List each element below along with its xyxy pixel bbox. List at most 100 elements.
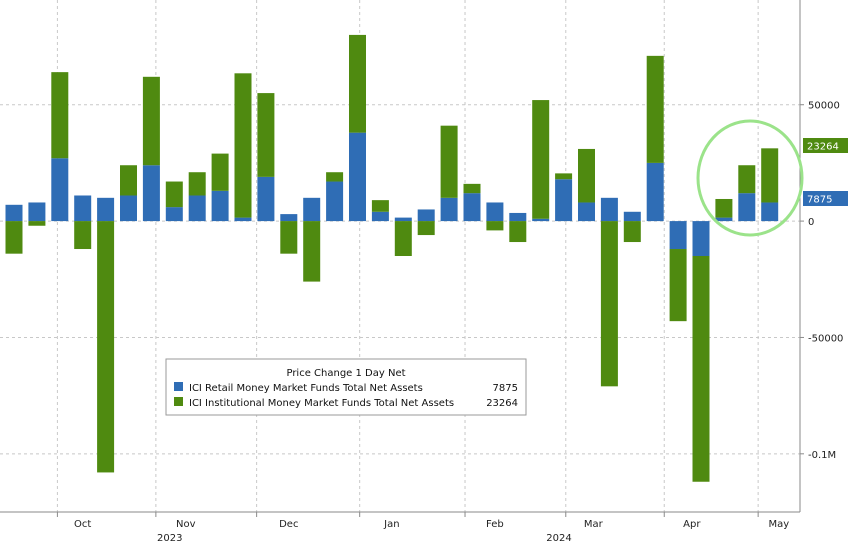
institutional-bar — [74, 221, 92, 250]
institutional-axis-tag: 23264 — [803, 138, 848, 153]
retail-axis-tag: 7875 — [803, 191, 848, 206]
institutional-bar — [600, 221, 618, 387]
highlight-circle — [696, 119, 804, 237]
retail-bar — [165, 207, 183, 222]
institutional-bar — [646, 55, 664, 163]
institutional-bar — [257, 93, 275, 177]
institutional-bar — [394, 221, 412, 256]
retail-bar — [486, 202, 504, 222]
retail-bar — [623, 211, 641, 222]
institutional-bar — [349, 34, 366, 133]
institutional-bar — [51, 72, 69, 159]
institutional-bar — [188, 172, 206, 196]
x-tick-label: May — [769, 519, 790, 530]
retail-bar — [600, 197, 618, 222]
institutional-bar — [440, 125, 458, 198]
institutional-bar — [326, 172, 344, 182]
retail-bar — [532, 218, 550, 222]
institutional-bar — [578, 148, 595, 203]
institutional-bar — [623, 221, 641, 243]
retail-bar — [417, 209, 435, 222]
institutional-bar — [715, 198, 733, 218]
institutional-bar — [692, 256, 710, 482]
retail-bar — [371, 211, 389, 222]
institutional-bar — [142, 76, 160, 166]
institutional-bar — [371, 200, 389, 212]
legend-title: Price Change 1 Day Net — [286, 368, 405, 379]
retail-tag-value: 7875 — [807, 195, 832, 206]
retail-bar — [646, 162, 664, 222]
retail-bar — [669, 221, 687, 250]
y-tick-label: 50000 — [808, 101, 840, 112]
retail-bar — [142, 165, 160, 222]
institutional-bar — [509, 221, 527, 243]
retail-bar — [97, 197, 115, 222]
institutional-bar — [669, 249, 687, 322]
retail-bar — [303, 197, 321, 222]
institutional-bar — [211, 153, 229, 191]
x-tick-label: Dec — [279, 519, 298, 530]
legend-value-institutional: 23264 — [486, 398, 518, 409]
retail-bar — [463, 193, 481, 222]
institutional-bar — [486, 221, 504, 231]
institutional-bar — [165, 181, 183, 208]
retail-bar — [120, 195, 137, 222]
retail-bar — [188, 195, 206, 222]
institutional-bar — [738, 165, 756, 194]
institutional-bar — [463, 183, 481, 194]
y-tick-label: -0.1M — [808, 450, 836, 461]
institutional-bar — [28, 221, 46, 226]
retail-bar — [326, 181, 344, 222]
retail-bar — [74, 195, 92, 222]
institutional-bar — [280, 221, 298, 254]
retail-bar — [715, 217, 733, 222]
x-tick-label: Nov — [176, 519, 196, 530]
retail-bar — [5, 204, 23, 222]
institutional-bar — [761, 148, 779, 203]
x-tick-label: Feb — [486, 519, 504, 530]
retail-bar — [257, 176, 275, 222]
y-tick-label: 0 — [808, 217, 814, 228]
legend: Price Change 1 Day Net ICI Retail Money … — [165, 358, 527, 416]
retail-bar — [692, 221, 710, 256]
bars — [5, 34, 779, 482]
retail-bar — [738, 193, 756, 222]
retail-bar — [761, 202, 779, 222]
year-label: 2023 — [157, 533, 182, 544]
institutional-bar — [97, 221, 115, 473]
legend-box — [165, 358, 527, 416]
retail-bar — [211, 190, 229, 222]
retail-bar — [578, 202, 595, 222]
retail-bar — [51, 158, 69, 222]
y-tick-label: -50000 — [808, 333, 843, 344]
year-label: 2024 — [546, 533, 571, 544]
institutional-bar — [417, 221, 435, 236]
legend-swatch-retail — [174, 382, 183, 391]
retail-bar — [234, 217, 252, 222]
x-tick-label: Mar — [584, 519, 604, 530]
retail-bar — [440, 197, 458, 222]
institutional-bar — [234, 73, 252, 218]
legend-label-retail: ICI Retail Money Market Funds Total Net … — [189, 383, 423, 394]
institutional-bar — [555, 173, 573, 180]
retail-bar — [280, 214, 298, 222]
retail-bar — [349, 132, 366, 222]
legend-swatch-institutional — [174, 397, 183, 406]
retail-bar — [555, 179, 573, 222]
retail-bar — [509, 212, 527, 222]
x-tick-label: Oct — [74, 519, 91, 530]
institutional-bar — [532, 100, 550, 219]
legend-label-institutional: ICI Institutional Money Market Funds Tot… — [189, 398, 454, 409]
institutional-bar — [303, 221, 321, 282]
x-tick-label: Jan — [383, 519, 399, 530]
institutional-bar — [120, 165, 137, 196]
retail-bar — [394, 217, 412, 222]
x-tick-label: Apr — [683, 519, 701, 530]
institutional-tag-value: 23264 — [807, 142, 839, 153]
institutional-bar — [5, 221, 23, 254]
retail-bar — [28, 202, 46, 222]
legend-value-retail: 7875 — [493, 383, 518, 394]
